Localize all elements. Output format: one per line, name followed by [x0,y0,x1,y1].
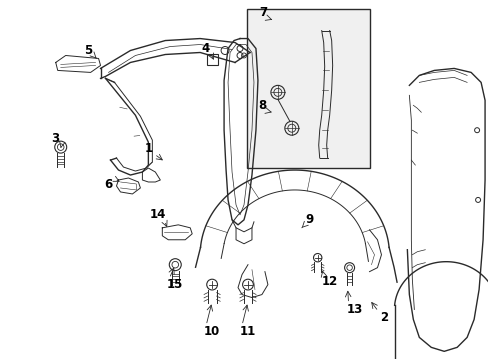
Text: 4: 4 [201,42,209,55]
Text: 3: 3 [52,132,60,145]
Text: 10: 10 [203,325,220,338]
Text: 8: 8 [257,99,265,112]
Bar [246,9,369,168]
Text: 1: 1 [144,141,152,155]
Text: 9: 9 [305,213,313,226]
Text: 2: 2 [380,311,388,324]
Bar [207,54,218,66]
Text: 7: 7 [258,6,266,19]
Text: 15: 15 [167,278,183,291]
Text: 6: 6 [104,179,112,192]
Text: 5: 5 [84,44,93,57]
Text: 12: 12 [321,275,337,288]
Text: 14: 14 [150,208,166,221]
Text: 13: 13 [346,303,362,316]
Text: 11: 11 [240,325,256,338]
